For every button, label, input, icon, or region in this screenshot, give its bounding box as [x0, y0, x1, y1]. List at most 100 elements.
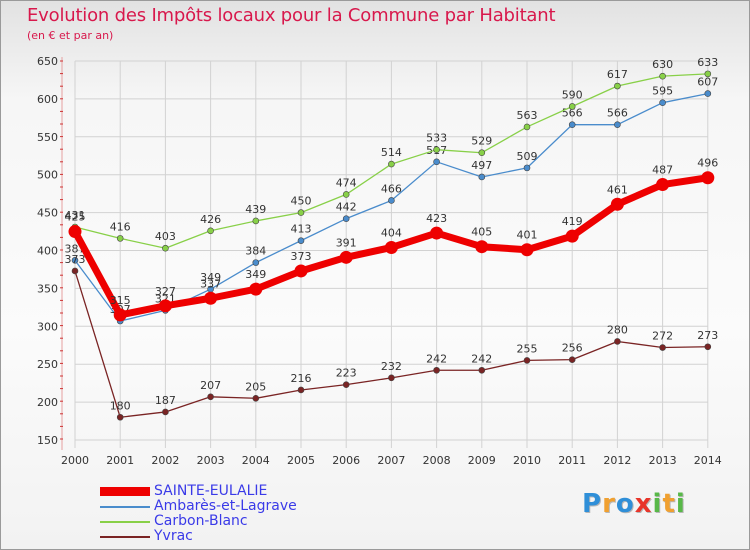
data-label: 315 — [110, 294, 131, 307]
data-label: 207 — [200, 379, 221, 392]
data-point — [433, 158, 440, 166]
data-label: 256 — [562, 342, 583, 355]
data-point — [478, 173, 486, 181]
data-label: 442 — [336, 201, 357, 214]
data-point — [701, 171, 715, 185]
data-label: 187 — [155, 394, 176, 407]
data-label: 416 — [110, 220, 131, 233]
data-label: 514 — [381, 146, 402, 159]
logo-letter: o — [615, 489, 635, 519]
data-label: 497 — [471, 159, 492, 172]
data-label: 630 — [652, 58, 673, 71]
legend-label: SAINTE-EULALIE — [154, 483, 268, 499]
data-point — [523, 357, 531, 364]
data-label: 563 — [517, 109, 538, 122]
data-point — [475, 240, 489, 254]
data-point — [523, 164, 531, 172]
data-label: 280 — [607, 323, 628, 336]
x-tick-label: 2005 — [287, 454, 315, 467]
data-point — [342, 381, 350, 388]
x-tick-label: 2009 — [468, 454, 496, 467]
data-point — [113, 308, 127, 322]
data-label: 242 — [471, 352, 492, 365]
data-label: 255 — [517, 342, 538, 355]
y-tick-label: 150 — [37, 434, 58, 447]
data-label: 373 — [65, 253, 86, 266]
x-tick-label: 2007 — [377, 454, 405, 467]
data-label: 180 — [110, 399, 131, 412]
y-tick-label: 500 — [37, 169, 58, 182]
data-point — [568, 121, 576, 128]
data-label: 425 — [65, 211, 86, 224]
y-tick-label: 650 — [37, 55, 58, 68]
data-label: 617 — [607, 68, 628, 81]
data-point — [388, 374, 395, 382]
x-tick-label: 2000 — [61, 454, 89, 467]
data-label: 401 — [517, 229, 538, 242]
y-tick-label: 250 — [37, 358, 58, 371]
data-point — [384, 240, 398, 254]
data-point — [659, 344, 666, 351]
data-label: 461 — [607, 183, 628, 196]
data-point — [704, 70, 712, 78]
data-point — [523, 123, 531, 131]
data-point — [68, 225, 82, 239]
x-tick-label: 2004 — [242, 454, 270, 467]
data-label: 474 — [336, 176, 357, 189]
data-point — [430, 226, 444, 240]
data-label: 272 — [652, 330, 673, 343]
data-label: 466 — [381, 182, 402, 195]
data-label: 529 — [471, 135, 492, 148]
data-label: 509 — [517, 150, 538, 163]
data-label: 413 — [291, 223, 312, 236]
data-label: 595 — [652, 85, 673, 98]
data-point — [249, 282, 263, 296]
x-tick-label: 2003 — [197, 454, 225, 467]
data-label: 349 — [245, 268, 266, 281]
x-tick-label: 2014 — [694, 454, 722, 467]
data-label: 533 — [426, 132, 447, 145]
legend-swatch — [100, 487, 150, 496]
data-point — [207, 393, 214, 401]
data-point — [342, 191, 350, 198]
logo-letter: i — [652, 489, 663, 519]
data-label: 403 — [155, 230, 176, 243]
data-point — [71, 267, 79, 275]
data-point — [207, 227, 214, 235]
data-point — [478, 366, 486, 374]
chart-subtitle: (en € et par an) — [27, 29, 114, 42]
data-point — [614, 121, 621, 128]
data-point — [704, 343, 712, 351]
data-point — [162, 408, 169, 416]
data-point — [252, 259, 260, 266]
y-tick-label: 550 — [37, 131, 58, 144]
data-label: 205 — [245, 380, 266, 393]
data-point — [478, 149, 486, 157]
x-tick-label: 2012 — [603, 454, 631, 467]
data-point — [614, 338, 621, 345]
data-point — [297, 386, 305, 394]
data-point — [388, 197, 395, 204]
data-label: 566 — [607, 107, 628, 120]
data-label: 431 — [65, 209, 86, 222]
data-label: 405 — [471, 226, 492, 239]
data-label: 419 — [562, 215, 583, 228]
y-tick-label: 200 — [37, 396, 58, 409]
data-point — [704, 90, 712, 97]
x-tick-label: 2013 — [649, 454, 677, 467]
data-label: 439 — [245, 203, 266, 216]
legend-label: Carbon-Blanc — [154, 513, 248, 529]
data-point — [520, 243, 534, 257]
logo-letter: i — [675, 489, 686, 519]
data-label: 242 — [426, 352, 447, 365]
y-tick-label: 300 — [37, 320, 58, 333]
data-point — [656, 178, 670, 192]
data-point — [568, 103, 576, 110]
data-point — [116, 413, 124, 421]
data-point — [297, 237, 305, 244]
data-point — [71, 257, 79, 264]
data-point — [433, 366, 440, 374]
y-tick-label: 450 — [37, 207, 58, 220]
legend-swatch — [100, 536, 150, 538]
